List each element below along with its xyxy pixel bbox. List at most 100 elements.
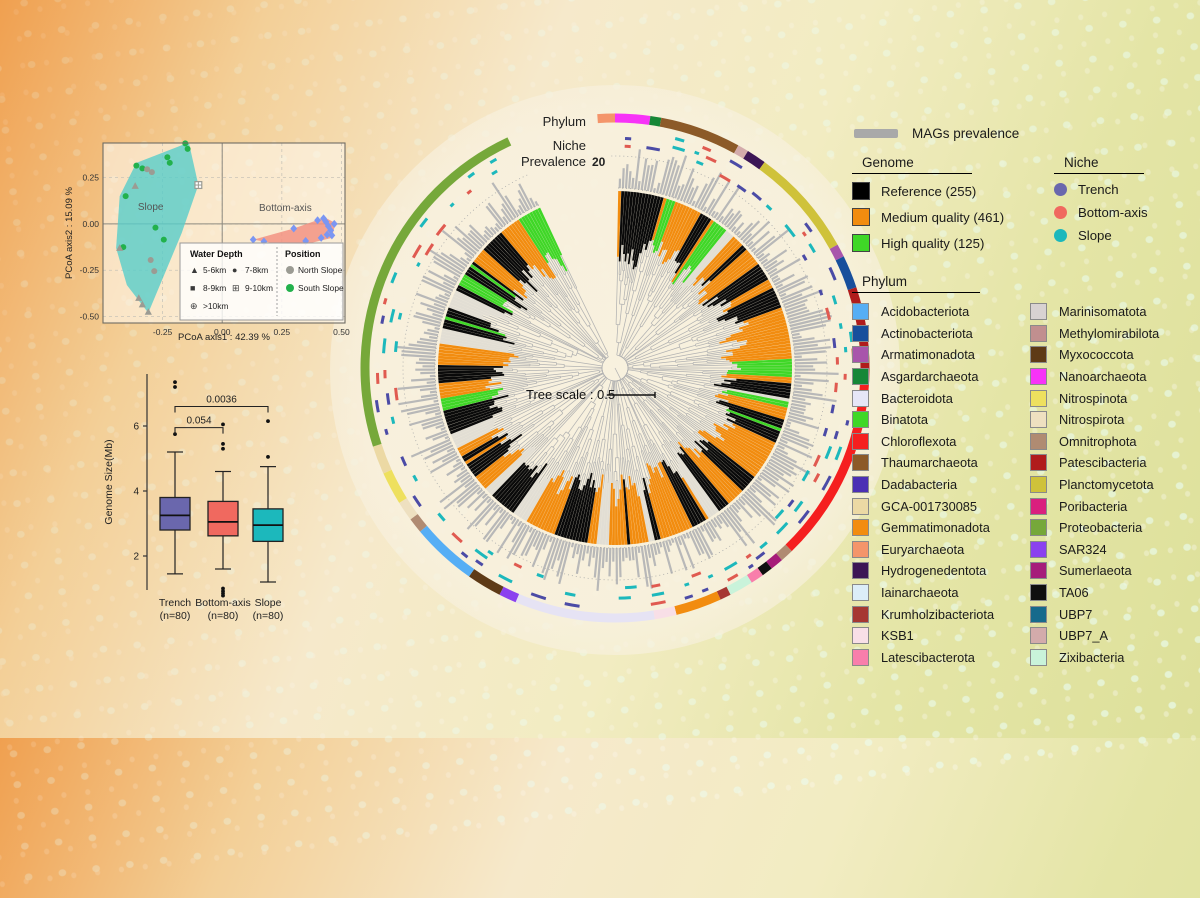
legend-label: Nitrospirota: [1059, 412, 1124, 427]
legend-label: GCA-001730085: [881, 499, 977, 514]
color-swatch: [852, 627, 869, 644]
genome-legend: Genome Reference (255)Medium quality (46…: [852, 155, 1030, 260]
legend-label: Actinobacteriota: [881, 326, 973, 341]
phylum-legend-item: SAR324: [1030, 539, 1198, 561]
phylum-legend-item: Nitrospinota: [1030, 387, 1198, 409]
color-swatch: [1030, 606, 1047, 623]
phylum-legend-item: Dadabacteria: [852, 474, 1020, 496]
phylum-legend-item: UBP7: [1030, 603, 1198, 625]
svg-text:5-6km: 5-6km: [203, 265, 226, 275]
legend-label: High quality (125): [881, 236, 984, 251]
legend-label: Slope: [1078, 228, 1112, 243]
svg-text:0.054: 0.054: [186, 416, 211, 427]
phylum-legend-item: Proteobacteria: [1030, 517, 1198, 539]
svg-text:(n=80): (n=80): [253, 610, 284, 622]
phylum-legend-item: Marinisomatota: [1030, 301, 1198, 323]
svg-text:9-10km: 9-10km: [245, 283, 273, 293]
legend-label: Reference (255): [881, 184, 976, 199]
color-swatch: [1030, 390, 1047, 407]
color-swatch: [1030, 476, 1047, 493]
svg-text:8-9km: 8-9km: [203, 283, 226, 293]
legend-label: Myxococcota: [1059, 347, 1134, 362]
color-swatch: [852, 454, 869, 471]
phylum-legend-title: Phylum: [852, 274, 980, 293]
color-swatch: [1054, 229, 1067, 242]
legend-label: Bacteroidota: [881, 391, 953, 406]
phylum-legend-item: Zixibacteria: [1030, 647, 1198, 669]
svg-text:-0.25: -0.25: [80, 265, 100, 275]
genome-legend-title: Genome: [852, 155, 972, 174]
color-swatch: [852, 584, 869, 601]
legend-label: UBP7_A: [1059, 628, 1108, 643]
color-swatch: [852, 411, 869, 428]
svg-text:0.50: 0.50: [333, 327, 350, 337]
svg-text:6: 6: [133, 422, 139, 433]
phylum-legend-item: Methylomirabilota: [1030, 323, 1198, 345]
phylum-legend-item: UBP7_A: [1030, 625, 1198, 647]
svg-text:Water Depth: Water Depth: [190, 249, 243, 259]
color-swatch: [852, 541, 869, 558]
boxplot-ylabel: Genome Size(Mb): [103, 439, 115, 524]
color-swatch: [1030, 368, 1047, 385]
phylum-legend-item: TA06: [1030, 582, 1198, 604]
color-swatch: [852, 303, 869, 320]
svg-text:-0.50: -0.50: [80, 312, 100, 322]
legend-label: Planctomycetota: [1059, 477, 1154, 492]
color-swatch: [1030, 498, 1047, 515]
legend-label: UBP7: [1059, 607, 1092, 622]
svg-text:7-8km: 7-8km: [245, 265, 268, 275]
legend-label: KSB1: [881, 628, 914, 643]
svg-text:▲: ▲: [190, 265, 199, 275]
phylum-legend-item: Asgardarchaeota: [852, 366, 1020, 388]
color-swatch: [1030, 519, 1047, 536]
phylum-legend-item: Nanoarchaeota: [1030, 366, 1198, 388]
legend-label: Latescibacterota: [881, 650, 975, 665]
phylum-legend-item: Latescibacterota: [852, 647, 1020, 669]
legend-label: Sumerlaeota: [1059, 563, 1132, 578]
svg-text:⊕: ⊕: [190, 301, 198, 311]
pcoa-ylabel: PCoA axis2 : 15.09 %: [64, 187, 75, 279]
legend-label: Bottom-axis: [1078, 205, 1148, 220]
color-swatch: [1030, 649, 1047, 666]
svg-text:(n=80): (n=80): [208, 610, 239, 622]
color-swatch: [852, 476, 869, 493]
legend-label: TA06: [1059, 585, 1089, 600]
legend-label: Armatimonadota: [881, 347, 975, 362]
legend-label: Euryarchaeota: [881, 542, 964, 557]
legend-label: Dadabacteria: [881, 477, 957, 492]
svg-text:>10km: >10km: [203, 301, 228, 311]
phylum-legend-item: Chloroflexota: [852, 431, 1020, 453]
prevalence-scale-value: 20: [592, 155, 606, 169]
svg-text:North Slope: North Slope: [298, 265, 343, 275]
legend-panel: MAGs prevalence Genome Reference (255)Me…: [852, 122, 1200, 668]
color-swatch: [852, 182, 870, 200]
phylum-legend-item: Gemmatimonadota: [852, 517, 1020, 539]
phylum-legend-item: GCA-001730085: [852, 495, 1020, 517]
legend-label: Proteobacteria: [1059, 520, 1142, 535]
legend-label: SAR324: [1059, 542, 1107, 557]
svg-text:Position: Position: [285, 249, 321, 259]
niche-legend-item: Trench: [1054, 182, 1184, 197]
svg-text:(n=80): (n=80): [160, 610, 191, 622]
color-swatch: [852, 606, 869, 623]
svg-text:-0.25: -0.25: [153, 327, 173, 337]
svg-text:0.00: 0.00: [82, 219, 99, 229]
color-swatch: [1030, 433, 1047, 450]
phylum-legend-item: Sumerlaeota: [1030, 560, 1198, 582]
legend-label: Zixibacteria: [1059, 650, 1124, 665]
color-swatch: [1030, 541, 1047, 558]
color-swatch: [1054, 183, 1067, 196]
legend-label: Thaumarchaeota: [881, 455, 978, 470]
legend-label: Iainarchaeota: [881, 585, 959, 600]
svg-text:Bottom-axis: Bottom-axis: [195, 597, 250, 609]
legend-label: Asgardarchaeota: [881, 369, 978, 384]
color-swatch: [852, 562, 869, 579]
svg-text:Slope: Slope: [138, 202, 164, 213]
color-swatch: [852, 390, 869, 407]
phylum-legend-item: Poribacteria: [1030, 495, 1198, 517]
phylum-legend-item: Armatimonadota: [852, 344, 1020, 366]
